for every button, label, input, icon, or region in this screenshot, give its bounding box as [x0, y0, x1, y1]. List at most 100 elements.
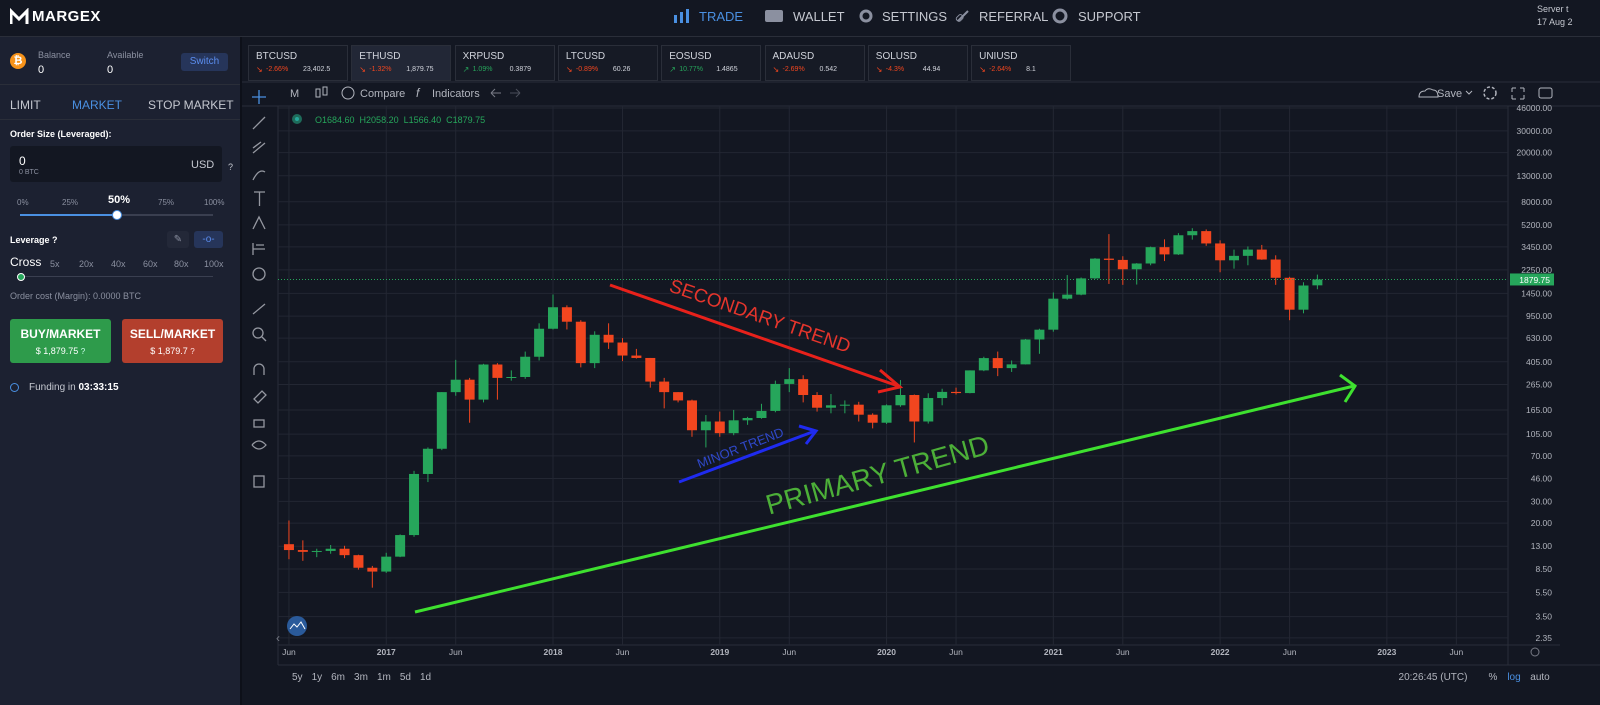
scale-button[interactable]: auto	[1530, 672, 1550, 683]
tab[interactable]: STOP MARKET	[148, 98, 234, 112]
leverage-step[interactable]: 60x	[143, 259, 158, 269]
leverage-step[interactable]: 40x	[111, 259, 126, 269]
order-size-label: Order Size (Leveraged):	[10, 129, 112, 139]
candle-body	[700, 421, 711, 431]
timeframe[interactable]: 1m	[377, 672, 391, 683]
candle-body	[825, 405, 836, 408]
help[interactable]: ?	[80, 347, 86, 356]
candles	[278, 228, 1508, 588]
leverage-step[interactable]: Cross	[10, 255, 42, 269]
ticker[interactable]: SOLUSD ↘ -4.3% 44.94	[867, 45, 968, 81]
edit-button[interactable]: ✎	[167, 231, 189, 248]
candle-body	[450, 379, 461, 393]
candle-body	[714, 421, 725, 434]
order-size-input[interactable]	[10, 146, 222, 182]
screenshot-icon[interactable]	[1538, 87, 1553, 99]
settings-icon[interactable]	[1483, 86, 1497, 100]
interval[interactable]: M	[290, 88, 299, 100]
candle-icon[interactable]	[315, 86, 328, 98]
timeframe[interactable]: 5y	[292, 672, 303, 683]
help[interactable]: ?	[190, 347, 195, 356]
slider-button[interactable]: -o-	[194, 231, 223, 248]
buy-price: $ 1,879.75 ?	[10, 346, 111, 356]
legend-value: O1684.60	[315, 115, 355, 125]
ticker[interactable]: EOSUSD ↗ 10.77% 1.4865	[661, 45, 762, 81]
candle-body	[589, 334, 600, 364]
timeframe[interactable]: 1d	[420, 672, 431, 683]
candle-body	[1103, 258, 1114, 260]
collapse[interactable]: ‹	[276, 631, 280, 645]
axis-settings[interactable]	[1530, 647, 1540, 657]
buy-button[interactable]: BUY/MARKET $ 1,879.75 ?	[10, 319, 111, 363]
timeframe[interactable]: 6m	[331, 672, 345, 683]
divider	[0, 119, 240, 120]
drawing-tools[interactable]	[251, 90, 267, 488]
candle-body	[617, 342, 628, 356]
leverage-step[interactable]: 100x	[204, 259, 224, 269]
ticker[interactable]: ETHUSD ↘ -1.32% 1,879.75	[351, 45, 452, 81]
ticker-symbol: SOLUSD	[875, 51, 917, 62]
percent-step[interactable]: 25%	[62, 198, 79, 207]
order-size[interactable]: 0	[19, 154, 26, 168]
tab[interactable]: MARKET	[72, 98, 123, 112]
tab[interactable]: LIMIT	[10, 98, 41, 112]
ticker-change: -2.69%	[782, 66, 805, 73]
x-tick-label: 2020	[877, 647, 896, 657]
compare[interactable]: Compare	[360, 88, 405, 100]
candle-body	[520, 356, 531, 377]
fullscreen-icon[interactable]	[1511, 87, 1525, 100]
leverage-step[interactable]: 20x	[79, 259, 94, 269]
timeframe[interactable]: 1y	[312, 672, 323, 683]
ticker[interactable]: ADAUSD ↘ -2.69% 0.542	[764, 45, 865, 81]
ticker[interactable]: XRPUSD ↗ 1.09% 0.3879	[454, 45, 555, 81]
cloud-icon[interactable]	[1418, 88, 1439, 98]
nav-item[interactable]: WALLET	[793, 9, 845, 24]
scale-button[interactable]: log	[1507, 672, 1520, 683]
ticker[interactable]: UNIUSD ↘ -2.64% 8.1	[971, 45, 1072, 81]
switch-button[interactable]: Switch	[181, 53, 228, 71]
leverage-knob[interactable]	[17, 273, 25, 281]
tv-logo[interactable]	[287, 616, 307, 636]
nav-item[interactable]: SUPPORT	[1078, 9, 1141, 24]
candle-body	[395, 535, 406, 557]
candle-body	[909, 395, 920, 422]
scale-button[interactable]: %	[1489, 672, 1498, 683]
percent-step[interactable]: 50%	[108, 194, 131, 206]
y-tick-label: 3450.00	[1521, 242, 1552, 252]
slider-knob[interactable]	[112, 210, 122, 220]
sell-button[interactable]: SELL/MARKET $ 1,879.7 ?	[122, 319, 223, 363]
nav-item[interactable]: SETTINGS	[882, 9, 948, 24]
save[interactable]: Save	[1437, 88, 1462, 100]
nav-item[interactable]: REFERRAL	[979, 9, 1049, 24]
save-menu[interactable]	[1465, 90, 1473, 95]
y-tick-label: 3.50	[1535, 612, 1552, 622]
redo[interactable]	[510, 88, 521, 98]
percent-step[interactable]: 100%	[204, 198, 225, 207]
fx-icon[interactable]: f	[416, 86, 421, 100]
candle-body	[1020, 339, 1031, 365]
percent-step[interactable]: 0%	[17, 198, 29, 207]
compare-icon[interactable]	[341, 86, 355, 100]
ticker[interactable]: LTCUSD ↘ -0.89% 60.26	[557, 45, 658, 81]
ticker[interactable]: BTCUSD ↘ -2.66% 23,402.5	[248, 45, 348, 81]
candle-body	[1131, 263, 1142, 270]
percent-step[interactable]: 75%	[158, 198, 175, 207]
help[interactable]: ?	[228, 162, 234, 172]
leverage-step[interactable]: 80x	[174, 259, 189, 269]
candle-body	[1117, 259, 1128, 270]
y-tick-label: 70.00	[1531, 451, 1553, 461]
candle-body	[867, 414, 878, 423]
leverage-track[interactable]	[20, 276, 213, 277]
candle-body	[1034, 329, 1045, 340]
undo[interactable]	[490, 88, 501, 98]
leverage-step[interactable]: 5x	[50, 259, 60, 269]
help[interactable]: ?	[52, 235, 58, 245]
timeframe[interactable]: 3m	[354, 672, 368, 683]
y-tick-label: 8000.00	[1521, 197, 1552, 207]
nav-item[interactable]: TRADE	[699, 9, 744, 24]
logo[interactable]: MARGEX	[32, 8, 101, 25]
chart-bg	[242, 37, 1600, 705]
indicators[interactable]: Indicators	[432, 88, 480, 100]
timeframe[interactable]: 5d	[400, 672, 411, 683]
candle-body	[728, 420, 739, 434]
